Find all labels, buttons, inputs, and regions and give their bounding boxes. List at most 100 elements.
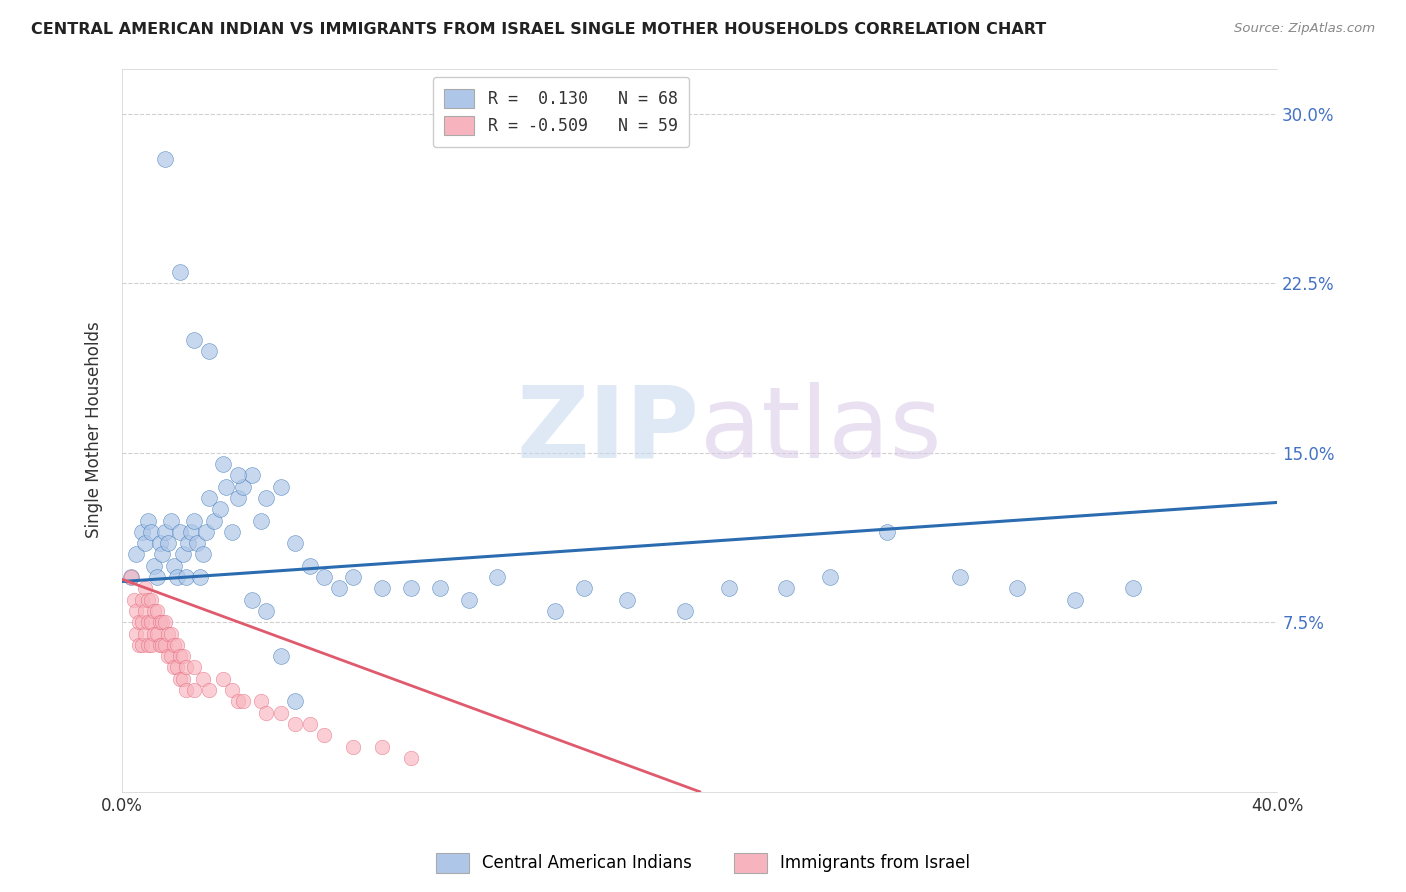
- Point: [169, 649, 191, 664]
- Legend: Central American Indians, Immigrants from Israel: Central American Indians, Immigrants fro…: [429, 847, 977, 880]
- Point: [328, 582, 350, 596]
- Point: [284, 717, 307, 731]
- Point: [136, 638, 159, 652]
- Point: [172, 548, 194, 562]
- Point: [163, 638, 186, 652]
- Point: [256, 604, 278, 618]
- Point: [134, 626, 156, 640]
- Point: [145, 626, 167, 640]
- Point: [157, 626, 180, 640]
- Point: [209, 502, 232, 516]
- Point: [142, 604, 165, 618]
- Point: [270, 649, 292, 664]
- Point: [155, 615, 177, 630]
- Point: [256, 706, 278, 720]
- Point: [174, 570, 197, 584]
- Point: [177, 536, 200, 550]
- Point: [186, 536, 208, 550]
- Point: [673, 604, 696, 618]
- Point: [160, 626, 183, 640]
- Point: [149, 536, 172, 550]
- Point: [174, 660, 197, 674]
- Point: [125, 604, 148, 618]
- Point: [128, 638, 150, 652]
- Point: [183, 333, 205, 347]
- Point: [139, 592, 162, 607]
- Point: [342, 739, 364, 754]
- Point: [131, 524, 153, 539]
- Point: [166, 660, 188, 674]
- Point: [298, 558, 321, 573]
- Text: ZIP: ZIP: [517, 382, 700, 479]
- Point: [139, 615, 162, 630]
- Point: [134, 536, 156, 550]
- Point: [180, 524, 202, 539]
- Point: [270, 706, 292, 720]
- Point: [486, 570, 509, 584]
- Point: [249, 694, 271, 708]
- Point: [371, 582, 394, 596]
- Point: [457, 592, 479, 607]
- Point: [191, 548, 214, 562]
- Point: [572, 582, 595, 596]
- Point: [122, 592, 145, 607]
- Point: [240, 592, 263, 607]
- Point: [544, 604, 567, 618]
- Text: CENTRAL AMERICAN INDIAN VS IMMIGRANTS FROM ISRAEL SINGLE MOTHER HOUSEHOLDS CORRE: CENTRAL AMERICAN INDIAN VS IMMIGRANTS FR…: [31, 22, 1046, 37]
- Point: [155, 638, 177, 652]
- Point: [125, 548, 148, 562]
- Point: [174, 683, 197, 698]
- Point: [197, 344, 219, 359]
- Point: [226, 694, 249, 708]
- Point: [948, 570, 970, 584]
- Point: [399, 582, 422, 596]
- Point: [314, 570, 336, 584]
- Point: [342, 570, 364, 584]
- Point: [314, 728, 336, 742]
- Point: [232, 694, 254, 708]
- Point: [125, 626, 148, 640]
- Text: Source: ZipAtlas.com: Source: ZipAtlas.com: [1234, 22, 1375, 36]
- Point: [131, 615, 153, 630]
- Point: [298, 717, 321, 731]
- Point: [188, 570, 211, 584]
- Point: [166, 570, 188, 584]
- Point: [163, 660, 186, 674]
- Point: [197, 491, 219, 505]
- Point: [212, 672, 235, 686]
- Point: [183, 683, 205, 698]
- Point: [240, 468, 263, 483]
- Point: [155, 152, 177, 166]
- Point: [155, 524, 177, 539]
- Point: [226, 491, 249, 505]
- Point: [399, 751, 422, 765]
- Point: [160, 514, 183, 528]
- Point: [134, 604, 156, 618]
- Point: [169, 265, 191, 279]
- Point: [166, 638, 188, 652]
- Point: [160, 649, 183, 664]
- Point: [429, 582, 451, 596]
- Point: [131, 638, 153, 652]
- Point: [1064, 592, 1087, 607]
- Point: [136, 514, 159, 528]
- Point: [717, 582, 740, 596]
- Point: [221, 524, 243, 539]
- Point: [876, 524, 898, 539]
- Point: [142, 558, 165, 573]
- Point: [142, 626, 165, 640]
- Y-axis label: Single Mother Households: Single Mother Households: [86, 322, 103, 539]
- Point: [191, 672, 214, 686]
- Point: [145, 604, 167, 618]
- Point: [1122, 582, 1144, 596]
- Point: [197, 683, 219, 698]
- Point: [775, 582, 797, 596]
- Point: [270, 480, 292, 494]
- Point: [136, 615, 159, 630]
- Point: [1007, 582, 1029, 596]
- Point: [169, 524, 191, 539]
- Point: [172, 649, 194, 664]
- Point: [226, 468, 249, 483]
- Point: [183, 514, 205, 528]
- Point: [371, 739, 394, 754]
